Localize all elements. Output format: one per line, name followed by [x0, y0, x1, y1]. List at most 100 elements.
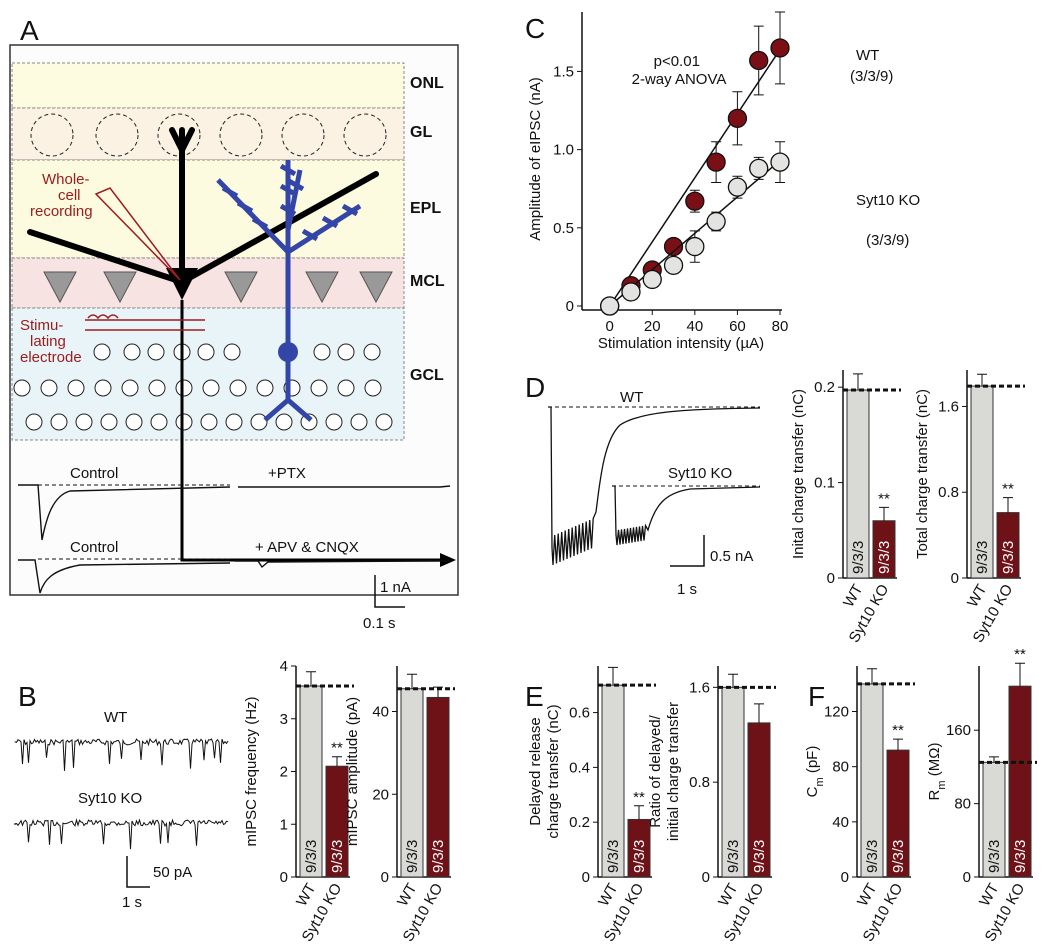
scale-label: 1 s	[677, 581, 697, 598]
y-axis-label-sub: m	[814, 777, 826, 786]
data-point	[727, 108, 748, 128]
data-point	[663, 255, 684, 275]
y-tick-label: 0	[963, 869, 971, 886]
y-axis-label: initial charge transfer	[665, 702, 682, 841]
x-tick-label: WT	[394, 881, 420, 910]
granule	[121, 379, 139, 397]
y-axis-label-unit: (pF)	[804, 746, 821, 778]
y-tick-label: 0	[841, 869, 849, 886]
y-axis-label: Inital charge transfer (nC)	[790, 389, 807, 559]
granule-cells	[13, 343, 393, 431]
recording-pipette	[94, 187, 181, 281]
x-axis-label: Stimulation intensity (µA)	[598, 335, 764, 352]
y-tick-label: 0.6	[569, 705, 590, 722]
y-axis-label-part: mIPSC frequency (Hz)	[243, 696, 260, 846]
error-bar	[1003, 497, 1013, 513]
granule	[337, 343, 355, 361]
y-tick-label: 0	[582, 869, 590, 886]
granule	[125, 413, 143, 431]
x-tick-label: WT	[293, 881, 319, 910]
layer-label: EPL	[410, 200, 441, 217]
layer-epl	[11, 159, 405, 259]
trace-label: +PTX	[268, 465, 306, 482]
granule	[175, 379, 193, 397]
granule	[223, 343, 241, 361]
trace-label: Control	[70, 465, 118, 482]
granule	[250, 413, 268, 431]
scale-bar	[374, 575, 405, 608]
spine	[321, 215, 339, 229]
y-axis-label: Cm (pF)	[804, 746, 826, 798]
fit-line	[609, 49, 781, 307]
granule	[40, 379, 58, 397]
glomeruli	[30, 113, 387, 157]
n-label: 9/3/3	[430, 840, 447, 873]
data-point	[749, 158, 769, 179]
trace-label: WT	[104, 709, 127, 726]
x-tick-label: WT	[854, 881, 880, 910]
granule	[100, 413, 118, 431]
layer-label: GCL	[410, 367, 444, 384]
trace-label: Syt10 KO	[668, 465, 732, 482]
y-tick-label: 2	[280, 764, 288, 781]
y-tick-label: 0	[381, 869, 389, 886]
layer-gl	[11, 107, 405, 161]
panel-label: F	[808, 681, 825, 712]
annotation: cell	[58, 187, 81, 204]
mitral-cells	[43, 271, 393, 304]
data-point	[642, 269, 662, 290]
layer-label: MCL	[410, 273, 445, 290]
scale-label: 1 nA	[380, 579, 411, 596]
series-label: Syt10 KO	[856, 192, 920, 209]
y-axis-label-part: R	[926, 789, 943, 800]
trace-label: Syt10 KO	[78, 790, 142, 807]
y-axis-label: Amplitude of eIPSC (nA)	[527, 77, 544, 240]
granule	[93, 343, 111, 361]
trace	[18, 484, 451, 541]
y-tick-label: 160	[946, 722, 971, 739]
annotation: lating	[30, 333, 66, 350]
y-tick-label: 120	[824, 704, 849, 721]
panel-label: B	[18, 681, 37, 712]
error-bar	[867, 668, 877, 684]
error-bar	[728, 673, 738, 688]
granule	[225, 413, 243, 431]
y-tick-label: 0.5	[553, 220, 574, 237]
spine	[301, 228, 319, 242]
y-axis-label: Rm (MΩ)	[926, 743, 948, 801]
n-label: 9/3/3	[876, 541, 893, 574]
y-tick-label: 3	[280, 711, 288, 728]
x-tick-label: 20	[644, 318, 661, 335]
y-tick-label: 1	[280, 816, 288, 833]
panel-label: E	[525, 681, 544, 712]
significance: **	[1014, 646, 1026, 663]
granule	[25, 413, 43, 431]
x-tick-label: 40	[686, 318, 703, 335]
spine	[236, 200, 254, 214]
granule	[363, 343, 381, 361]
layer-onl	[11, 62, 405, 109]
y-tick-label: 0.1	[814, 475, 835, 492]
y-axis-label: Total charge transfer (nC)	[914, 389, 931, 559]
trace	[14, 737, 229, 771]
n-label: 9/3/3	[605, 840, 622, 873]
y-tick-label: 1.0	[553, 142, 574, 159]
y-axis-label-part: mIPSC amplitude (pA)	[344, 697, 361, 846]
granule	[350, 413, 368, 431]
granule	[67, 379, 85, 397]
x-tick-label: 80	[772, 318, 789, 335]
y-tick-label: 0	[951, 570, 959, 587]
granule	[200, 413, 218, 431]
x-tick-label: WT	[595, 881, 621, 910]
scale-label: 50 pA	[153, 864, 192, 881]
y-tick-label: 0	[827, 570, 835, 587]
y-tick-label: 1.6	[938, 398, 959, 415]
mitral-soma	[166, 268, 198, 300]
y-axis-label: charge transfer (nC)	[545, 704, 562, 838]
significance: **	[331, 740, 343, 757]
spine	[287, 178, 305, 192]
error-bar	[754, 703, 764, 723]
granule	[148, 379, 166, 397]
granule	[275, 413, 293, 431]
